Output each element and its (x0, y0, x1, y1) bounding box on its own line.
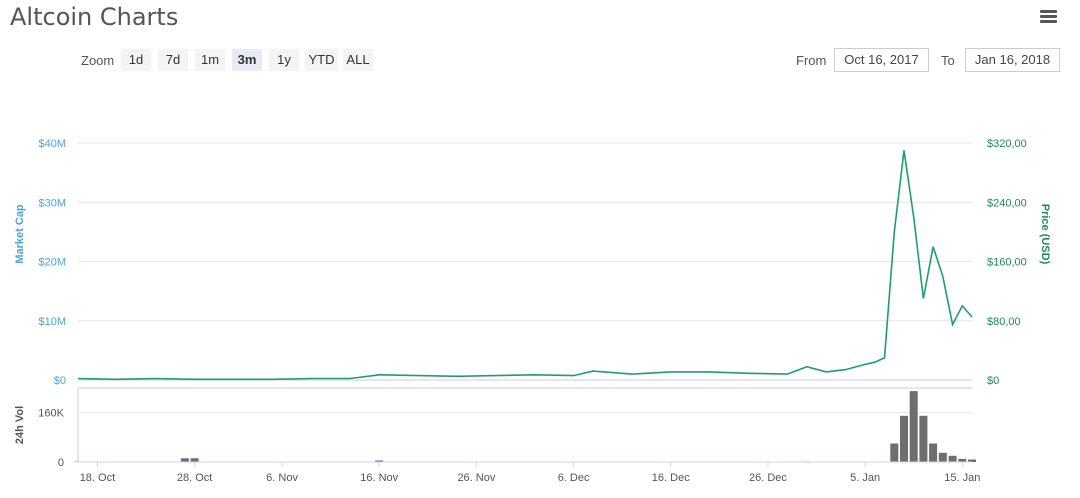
x-tick-label: 18. Oct (80, 472, 115, 484)
volume-bar (948, 455, 957, 462)
price-axis-title: Price (USD) (1039, 204, 1051, 265)
price-tick-label: $0 (987, 375, 999, 387)
volume-series (74, 391, 976, 463)
from-label: From (796, 53, 827, 68)
to-date-input[interactable]: Jan 16, 2018 (965, 48, 1060, 72)
x-tick-label: 26. Dec (749, 472, 787, 484)
x-tick-label: 16. Nov (360, 472, 398, 484)
x-tick-label: 26. Nov (457, 472, 495, 484)
market-cap-axis: $0 $10M $20M $30M $40M (38, 138, 66, 387)
market-cap-tick-label: $0 (54, 375, 66, 387)
price-series-line (77, 150, 973, 381)
hamburger-menu-icon[interactable] (1040, 10, 1057, 24)
zoom-button-3m[interactable]: 3m (232, 49, 262, 71)
to-label: To (941, 53, 955, 68)
grid-lines (78, 142, 972, 381)
price-tick-label: $320,00 (987, 138, 1027, 150)
market-cap-tick-label: $40M (38, 138, 66, 150)
market-cap-tick-label: $10M (38, 316, 66, 328)
x-tick-label: 15. Jan (944, 472, 980, 484)
volume-bar (929, 443, 938, 462)
x-tick-label: 6. Nov (266, 472, 298, 484)
zoom-button-1y[interactable]: 1y (269, 49, 299, 71)
volume-tick-label: 160K (38, 408, 64, 420)
zoom-button-1m[interactable]: 1m (195, 49, 225, 71)
volume-bar (958, 458, 967, 462)
volume-axis-title: 24h Vol (14, 406, 26, 444)
market-cap-tick-label: $30M (38, 197, 66, 209)
volume-bar (909, 391, 918, 462)
zoom-button-7d[interactable]: 7d (158, 49, 188, 71)
volume-bar (968, 459, 976, 462)
market-cap-axis-title: Market Cap (14, 204, 26, 264)
x-tick-label: 5. Jan (850, 472, 880, 484)
volume-bar (900, 415, 908, 463)
volume-bar (919, 415, 928, 463)
volume-bar (190, 458, 199, 462)
volume-bar (375, 460, 384, 462)
from-date-input[interactable]: Oct 16, 2017 (834, 48, 929, 72)
x-axis: 18. Oct 28. Oct 6. Nov 16. Nov 26. Nov 6. Dec… (78, 461, 980, 484)
volume-axis: 0 160K (38, 408, 64, 469)
volume-grid (77, 387, 972, 463)
x-tick-label: 16. Dec (652, 472, 690, 484)
price-axis: $0 $80,00 $160,00 $240,00 $320,00 (987, 138, 1027, 387)
price-tick-label: $160,00 (987, 257, 1027, 269)
volume-bar (180, 458, 189, 462)
zoom-button-all[interactable]: ALL (343, 49, 373, 71)
x-tick-label: 28. Oct (177, 472, 212, 484)
price-tick-label: $240,00 (987, 197, 1027, 209)
volume-bar (938, 452, 947, 463)
volume-tick-label: 0 (58, 457, 64, 469)
zoom-button-ytd[interactable]: YTD (305, 49, 338, 71)
zoom-button-1d[interactable]: 1d (121, 49, 151, 71)
price-tick-label: $80,00 (987, 316, 1021, 328)
x-tick-label: 6. Dec (558, 472, 590, 484)
market-cap-tick-label: $20M (38, 257, 66, 269)
page-title: Altcoin Charts (10, 3, 179, 31)
volume-bar (890, 443, 899, 462)
zoom-label: Zoom (81, 53, 115, 68)
